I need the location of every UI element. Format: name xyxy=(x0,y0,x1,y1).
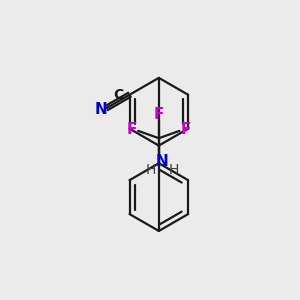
Text: F: F xyxy=(127,122,137,136)
Text: H: H xyxy=(169,163,179,177)
Text: N: N xyxy=(155,154,168,169)
Text: H: H xyxy=(146,163,156,177)
Text: F: F xyxy=(154,106,164,122)
Text: N: N xyxy=(95,102,108,117)
Text: C: C xyxy=(114,88,124,102)
Text: F: F xyxy=(181,122,191,136)
